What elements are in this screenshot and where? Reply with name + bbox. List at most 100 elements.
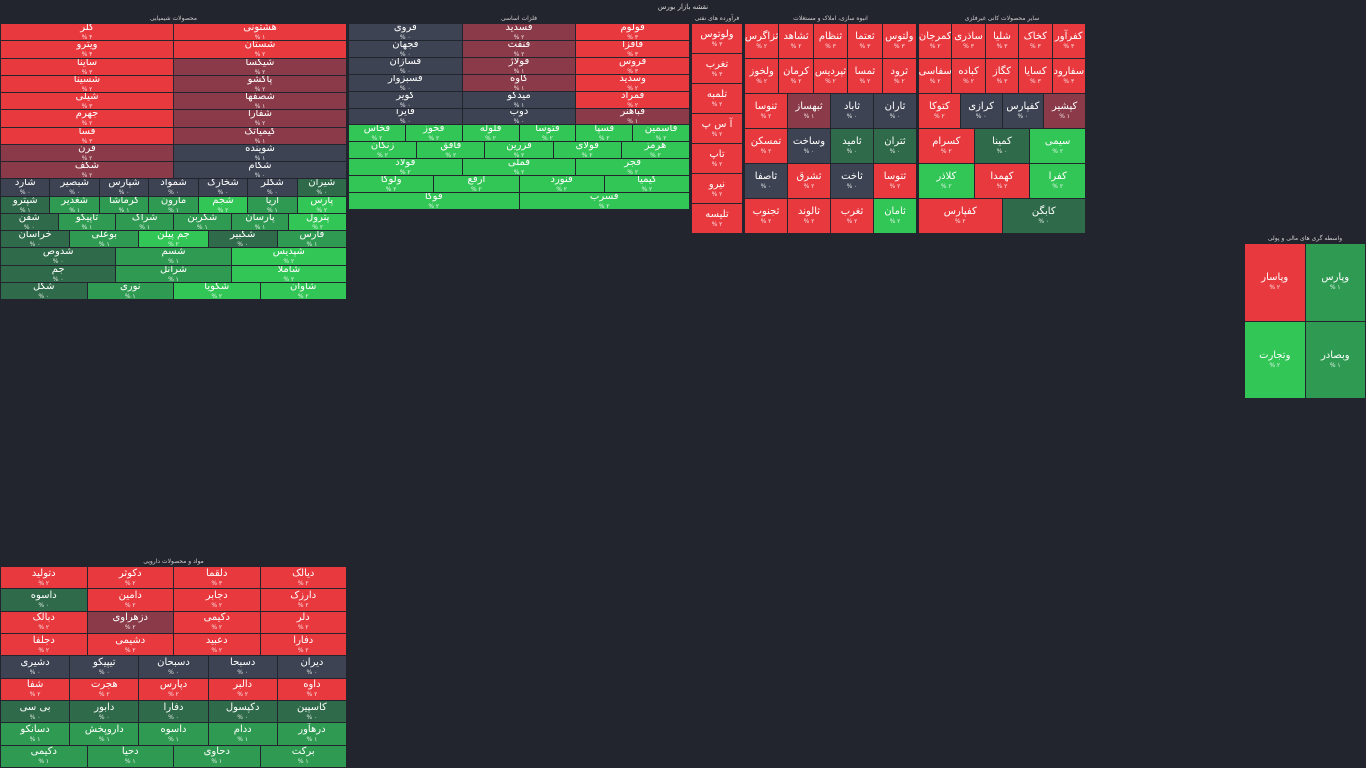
stock-tile[interactable]: برکت% ۱ — [260, 745, 346, 767]
stock-tile[interactable]: مارون% ۱ — [149, 196, 198, 213]
stock-tile[interactable]: فسا% ۳ — [1, 127, 173, 144]
stock-tile[interactable]: نوری% ۱ — [87, 282, 173, 299]
stock-tile[interactable]: کسرام% ۲ — [918, 129, 974, 163]
stock-tile[interactable]: بوعلی% ۱ — [70, 231, 139, 248]
stock-tile[interactable]: کباده% ۲ — [952, 59, 985, 93]
stock-tile[interactable]: ولخوز% ۲ — [744, 59, 779, 93]
stock-tile[interactable]: ساینا% ۳ — [1, 58, 173, 75]
stock-tile[interactable]: کفپارس% ۰ — [1002, 94, 1044, 128]
stock-tile[interactable]: دجابر% ۲ — [174, 589, 260, 611]
stock-tile[interactable]: ثاباد% ۰ — [831, 94, 873, 128]
stock-tile[interactable]: فوکا% ۲ — [349, 193, 519, 209]
stock-tile[interactable]: کفپارس% ۲ — [919, 199, 1002, 233]
stock-tile[interactable]: فروس% ۳ — [576, 57, 689, 74]
stock-tile[interactable]: ثامان% ۲ — [874, 199, 916, 233]
stock-tile[interactable]: کمینا% ۰ — [974, 129, 1030, 163]
stock-tile[interactable]: پترول% ۲ — [289, 213, 346, 230]
stock-tile[interactable]: ثنوسا% ۲ — [745, 94, 787, 128]
stock-tile[interactable]: وپارس% ۱ — [1305, 244, 1365, 321]
stock-tile[interactable]: ددام% ۱ — [208, 723, 277, 745]
stock-tile[interactable]: دتولید% ۲ — [1, 567, 87, 589]
stock-tile[interactable]: ثاران% ۰ — [874, 94, 916, 128]
stock-tile[interactable]: فنفت% ۲ — [462, 40, 576, 57]
stock-tile[interactable]: کیمیاتک% ۱ — [174, 127, 346, 144]
stock-tile[interactable]: شکام% ۰ — [174, 162, 346, 179]
stock-tile[interactable]: هرمز% ۲ — [621, 142, 689, 159]
stock-tile[interactable]: فولاد% ۲ — [348, 159, 462, 176]
stock-tile[interactable]: شیران% ۰ — [297, 179, 346, 196]
stock-tile[interactable]: فتوسا% ۲ — [519, 125, 576, 142]
stock-tile[interactable]: ثشاهد% ۲ — [779, 24, 813, 58]
stock-tile[interactable]: زنگان% ۲ — [348, 142, 417, 159]
stock-tile[interactable]: دامین% ۲ — [87, 589, 173, 611]
stock-tile[interactable]: دشیری% ۰ — [0, 656, 70, 678]
stock-tile[interactable]: ثجنوب% ۲ — [745, 199, 787, 233]
stock-tile[interactable]: دشیمی% ۲ — [87, 633, 173, 656]
stock-tile[interactable]: دکیمی% ۲ — [174, 611, 260, 633]
stock-tile[interactable]: ثتران% ۰ — [874, 129, 916, 163]
stock-tile[interactable]: دحاوی% ۱ — [174, 745, 260, 767]
stock-tile[interactable]: شلیا% ۳ — [985, 24, 1019, 58]
stock-tile[interactable]: شراک% ۱ — [116, 213, 173, 230]
stock-tile[interactable]: فولوم% ۳ — [576, 24, 689, 40]
stock-tile[interactable]: کگاز% ۳ — [985, 59, 1019, 93]
stock-tile[interactable]: فنورد% ۲ — [519, 176, 604, 193]
stock-tile[interactable]: ثزاگرس% ۲ — [744, 24, 779, 58]
stock-tile[interactable]: سیمی% ۲ — [1030, 129, 1085, 163]
stock-tile[interactable]: کلر% ۴ — [1, 24, 173, 41]
stock-tile[interactable]: جم% ۰ — [1, 265, 116, 282]
stock-tile[interactable]: شبصیر% ۰ — [50, 179, 99, 196]
stock-tile[interactable]: قرن% ۲ — [1, 144, 173, 161]
stock-tile[interactable]: دحیا% ۱ — [87, 745, 173, 767]
stock-tile[interactable]: تاپ% ۲ — [692, 144, 742, 173]
stock-tile[interactable]: تلیسه% ۲ — [692, 204, 742, 233]
stock-tile[interactable]: شکبیر% ۰ — [208, 231, 277, 248]
stock-tile[interactable]: ثپردیس% ۲ — [813, 59, 848, 93]
stock-tile[interactable]: شفارا% ۲ — [174, 110, 346, 127]
stock-tile[interactable]: شفا% ۲ — [0, 678, 70, 700]
stock-tile[interactable]: فملی% ۲ — [462, 159, 576, 176]
stock-tile[interactable]: آ س پ% ۲ — [692, 114, 742, 143]
stock-tile[interactable]: ثرود% ۲ — [882, 59, 916, 93]
stock-tile[interactable]: شارد% ۰ — [1, 179, 50, 196]
stock-tile[interactable]: شفن% ۰ — [0, 213, 58, 230]
stock-tile[interactable]: سفاسی% ۲ — [918, 59, 952, 93]
stock-tile[interactable]: فزرین% ۲ — [485, 142, 553, 159]
stock-tile[interactable]: شغدیر% ۱ — [50, 196, 99, 213]
stock-tile[interactable]: وساخت% ۰ — [788, 129, 830, 163]
stock-tile[interactable]: کمرجان% ۲ — [918, 24, 952, 58]
stock-tile[interactable]: دسبحان% ۰ — [139, 656, 208, 678]
stock-tile[interactable]: شپترو% ۱ — [1, 196, 50, 213]
stock-tile[interactable]: ثشرق% ۲ — [788, 164, 830, 198]
stock-tile[interactable]: تمسکن% ۲ — [745, 129, 787, 163]
stock-tile[interactable]: دجلفا% ۲ — [1, 633, 87, 656]
stock-tile[interactable]: وسدید% ۲ — [576, 74, 689, 91]
stock-tile[interactable]: شجم% ۲ — [198, 196, 248, 213]
stock-tile[interactable]: شپدیس% ۲ — [231, 248, 346, 265]
stock-tile[interactable]: ارفع% ۲ — [434, 176, 519, 193]
stock-tile[interactable]: پاکشو% ۲ — [174, 75, 346, 92]
stock-tile[interactable]: فخوز% ۲ — [405, 125, 462, 142]
stock-tile[interactable]: شگل% ۰ — [1, 282, 87, 299]
stock-tile[interactable]: کفرآور% ۳ — [1052, 24, 1085, 58]
stock-tile[interactable]: دپارس% ۲ — [139, 678, 208, 700]
stock-tile[interactable]: دسبحا% ۰ — [208, 656, 277, 678]
stock-tile[interactable]: آریا% ۱ — [248, 196, 297, 213]
stock-tile[interactable]: ویترو% ۴ — [1, 41, 173, 58]
stock-tile[interactable]: شیلی% ۳ — [1, 93, 173, 110]
stock-tile[interactable]: ولوکا% ۲ — [349, 176, 434, 193]
stock-tile[interactable]: فجهان% ۰ — [348, 40, 462, 57]
stock-tile[interactable]: درهآور% ۱ — [277, 723, 346, 745]
stock-tile[interactable]: فروی% ۰ — [348, 24, 462, 40]
stock-tile[interactable]: جهرم% ۲ — [1, 110, 173, 127]
stock-tile[interactable]: کرمان% ۲ — [779, 59, 813, 93]
stock-tile[interactable]: دبالک% ۲ — [1, 611, 87, 633]
stock-tile[interactable]: ثغرب% ۲ — [831, 199, 873, 233]
stock-tile[interactable]: کهمدا% ۲ — [974, 164, 1030, 198]
stock-tile[interactable]: فافق% ۲ — [417, 142, 485, 159]
stock-tile[interactable]: داسوه% ۰ — [1, 589, 87, 611]
stock-tile[interactable]: ثعتما% ۳ — [848, 24, 882, 58]
stock-tile[interactable]: دکیمی% ۱ — [1, 745, 87, 767]
stock-tile[interactable]: کویر% ۰ — [348, 91, 462, 108]
stock-tile[interactable]: شمواد% ۰ — [149, 179, 198, 196]
